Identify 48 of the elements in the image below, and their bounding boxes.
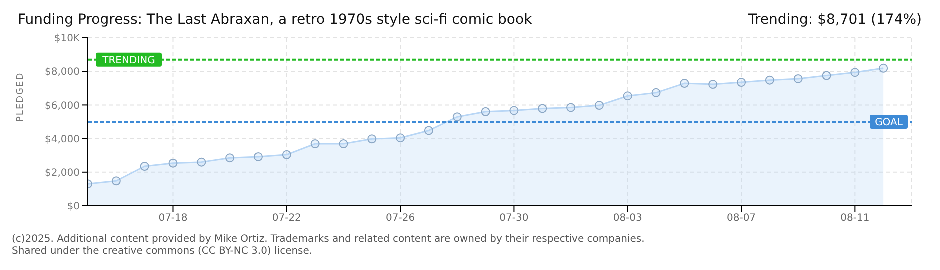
y-tick-label: $6,000	[45, 100, 80, 112]
point	[765, 76, 774, 85]
x-tick-label: 07-18	[158, 213, 188, 224]
point	[652, 88, 661, 98]
x-tick-label: 08-03	[613, 213, 642, 224]
y-tick-label: $0	[67, 202, 80, 213]
chart-title: Funding Progress: The Last Abraxan, a retro 1970s style sci-fi comic book	[18, 12, 532, 28]
point	[282, 150, 292, 160]
point	[708, 80, 718, 90]
point	[850, 68, 860, 78]
x-tick-label: 08-07	[726, 213, 756, 224]
point	[140, 162, 150, 172]
point	[396, 134, 406, 143]
point	[510, 106, 519, 116]
text: (c)2025. Additional content provided by Mike Ortiz. Trademarks and related content are owned by their respective companies.	[12, 234, 646, 246]
point	[623, 92, 632, 101]
point	[452, 112, 462, 122]
x-tick-label: 07-26	[386, 213, 416, 224]
point	[424, 126, 434, 136]
point	[197, 158, 206, 167]
ref-line-label: TRENDING	[102, 55, 156, 66]
point	[680, 79, 690, 88]
point	[112, 176, 121, 186]
y-tick-label: $4,000	[45, 134, 80, 146]
point	[226, 154, 235, 163]
x-tick-label: 08-11	[840, 213, 870, 224]
point	[254, 152, 263, 162]
ref-line-label: GOAL	[875, 118, 904, 128]
text: Shared under the creative commons (CC BY-NC 3.0) license.	[12, 246, 314, 258]
point	[368, 134, 377, 144]
point	[737, 78, 746, 88]
point	[594, 101, 604, 110]
point	[339, 140, 348, 149]
y-axis-title: PLEDGED	[16, 72, 26, 122]
y-tick-label: $10K	[54, 34, 80, 45]
point	[879, 64, 888, 73]
y-tick-label: $8,000	[45, 67, 80, 78]
chart-subtitle: Trending: $8,701 (174%)	[748, 12, 922, 28]
point	[538, 104, 548, 114]
point	[822, 71, 832, 80]
point	[566, 103, 576, 112]
point	[168, 158, 178, 168]
x-tick-label: 07-22	[272, 213, 302, 224]
point	[481, 107, 490, 116]
point	[794, 74, 803, 84]
y-tick-label: $2,000	[45, 168, 80, 179]
x-tick-label: 07-30	[500, 213, 529, 224]
point	[310, 140, 320, 149]
